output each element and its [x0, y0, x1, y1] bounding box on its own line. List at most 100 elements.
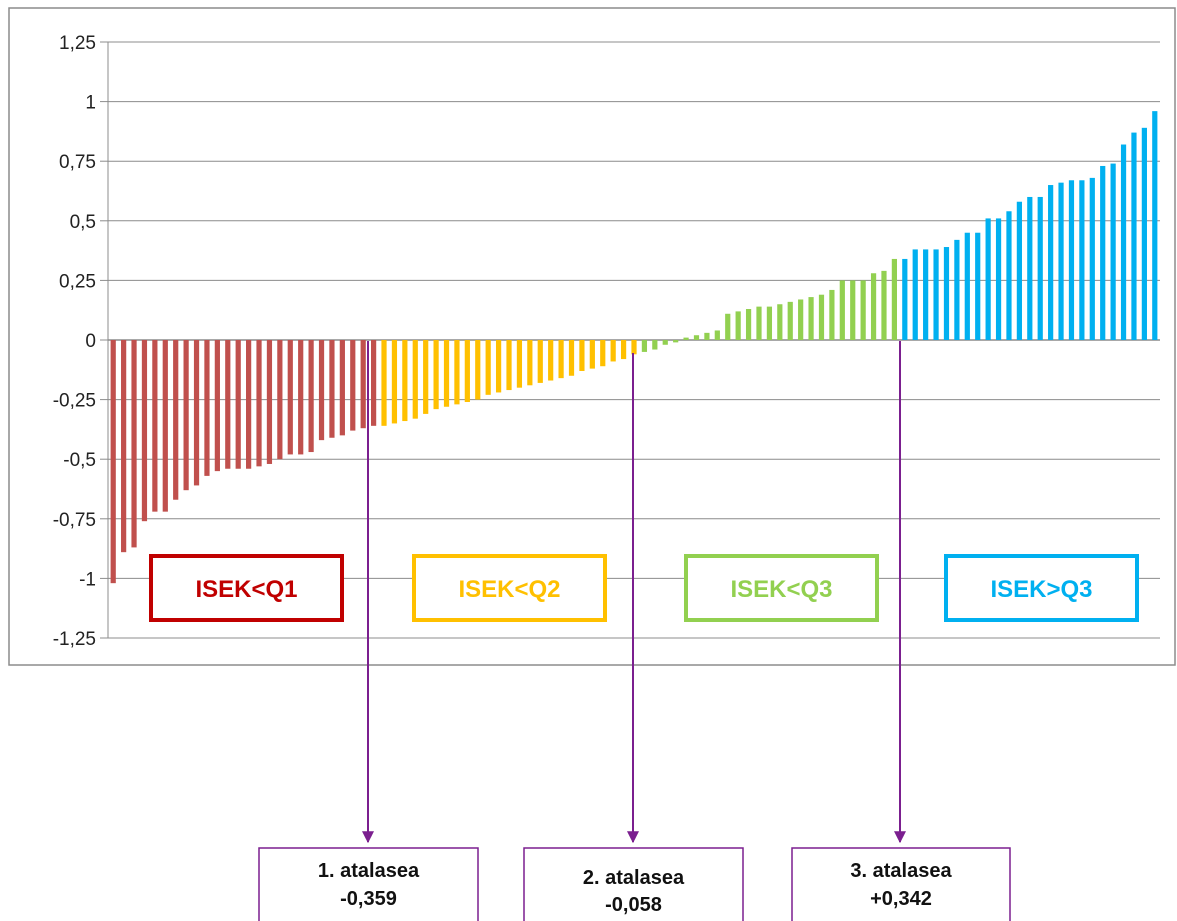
- bar-q1: [287, 340, 293, 455]
- bar-q1: [121, 340, 127, 553]
- y-tick-label: -0,75: [53, 510, 96, 531]
- bar-q1: [193, 340, 200, 486]
- bar-q4: [964, 232, 970, 340]
- bar-q3: [756, 306, 762, 340]
- threshold-box: [523, 847, 744, 921]
- bar-q3: [725, 313, 731, 340]
- quartile-label-q2: ISEK<Q2: [412, 554, 607, 622]
- threshold-title: 2. atalasea: [583, 867, 685, 889]
- bar-q4: [1110, 163, 1116, 340]
- bar-q2: [537, 340, 543, 383]
- bar-q1: [152, 340, 158, 512]
- bar-q1: [162, 340, 168, 512]
- bar-q1: [318, 340, 325, 441]
- bar-q4: [923, 249, 929, 340]
- bar-q3: [798, 299, 804, 340]
- bar-q2: [589, 340, 595, 369]
- bar-q1: [225, 340, 231, 469]
- quartile-box: [944, 554, 1139, 622]
- bar-q1: [256, 340, 262, 467]
- bar-q2: [485, 340, 491, 395]
- quartile-label-text: ISEK>Q3: [990, 576, 1092, 603]
- bar-q4: [1152, 111, 1158, 340]
- bar-q1: [131, 340, 137, 548]
- bar-q2: [600, 340, 606, 367]
- bar-q1: [266, 340, 273, 464]
- quartile-box: [684, 554, 879, 622]
- bar-q3: [641, 340, 648, 352]
- bar-q4: [1006, 211, 1012, 340]
- threshold-value: +0,342: [870, 888, 932, 910]
- y-tick-label: -1: [79, 569, 96, 590]
- bar-q3: [777, 304, 783, 340]
- bar-q4: [1141, 127, 1147, 340]
- bar-q4: [1037, 196, 1043, 340]
- bar-q2: [631, 340, 637, 355]
- y-tick-label: 0,75: [59, 152, 96, 173]
- threshold-1-box: 1. atalasea -0,359: [258, 847, 479, 921]
- threshold-title: 1. atalasea: [318, 860, 420, 882]
- bar-q3: [652, 340, 658, 350]
- bar-q4: [975, 232, 981, 340]
- bar-q1: [204, 340, 210, 476]
- bar-q2: [610, 340, 616, 362]
- threshold-value: -0,359: [340, 888, 397, 910]
- y-tick-label: 0,25: [59, 271, 96, 292]
- bar-q2: [443, 340, 450, 407]
- quartile-label-q1: ISEK<Q1: [149, 554, 344, 622]
- y-tick-label: 1,25: [59, 33, 96, 54]
- bar-q3: [662, 340, 668, 345]
- threshold-box: [258, 847, 479, 921]
- bar-q4: [1100, 165, 1106, 340]
- bar-q1: [350, 340, 356, 431]
- y-tick-label: -1,25: [53, 629, 96, 650]
- bar-q1: [308, 340, 314, 453]
- bar-q2: [568, 340, 575, 376]
- bar-q2: [475, 340, 481, 400]
- bar-q3: [745, 309, 752, 340]
- bar-q3: [850, 280, 856, 340]
- threshold-3-box: 3. atalasea +0,342: [791, 847, 1011, 921]
- bar-q2: [516, 340, 523, 388]
- bar-q2: [464, 340, 470, 402]
- bar-q4: [1131, 132, 1137, 340]
- bar-q1: [298, 340, 304, 455]
- bar-q2: [506, 340, 512, 391]
- quartile-label-q4: ISEK>Q3: [944, 554, 1139, 622]
- threshold-value: -0,058: [605, 894, 662, 916]
- y-tick-label: -0,25: [53, 391, 96, 412]
- bar-q1: [235, 340, 241, 469]
- bar-q3: [829, 289, 835, 340]
- bar-q2: [620, 340, 627, 360]
- bar-q3: [766, 306, 773, 340]
- bar-q4: [933, 249, 939, 340]
- quartile-box: [149, 554, 344, 622]
- bar-q4: [1027, 196, 1033, 340]
- bar-q1: [214, 340, 220, 472]
- bar-q4: [995, 218, 1002, 340]
- bar-q1: [329, 340, 335, 438]
- bar-q3: [881, 270, 887, 340]
- bar-q3: [683, 337, 689, 340]
- bar-q2: [402, 340, 408, 422]
- bar-q3: [870, 273, 877, 340]
- threshold-2-box: 2. atalasea -0,058: [523, 847, 744, 921]
- bar-q1: [183, 340, 189, 491]
- bar-q2: [558, 340, 564, 379]
- threshold-title: 3. atalasea: [850, 860, 952, 882]
- bar-q4: [1120, 144, 1127, 340]
- bar-q4: [912, 249, 918, 340]
- bar-q1: [141, 340, 148, 522]
- quartile-label-text: ISEK<Q1: [195, 576, 297, 603]
- bar-q3: [808, 297, 814, 340]
- threshold-box: [791, 847, 1011, 921]
- bar-q2: [579, 340, 585, 371]
- bar-q1: [277, 340, 283, 460]
- bar-q4: [1016, 201, 1022, 340]
- bar-q2: [454, 340, 460, 405]
- bar-q3: [673, 340, 679, 343]
- y-tick-label: -0,5: [63, 450, 96, 471]
- bar-q4: [943, 247, 950, 340]
- bar-q4: [1068, 180, 1075, 340]
